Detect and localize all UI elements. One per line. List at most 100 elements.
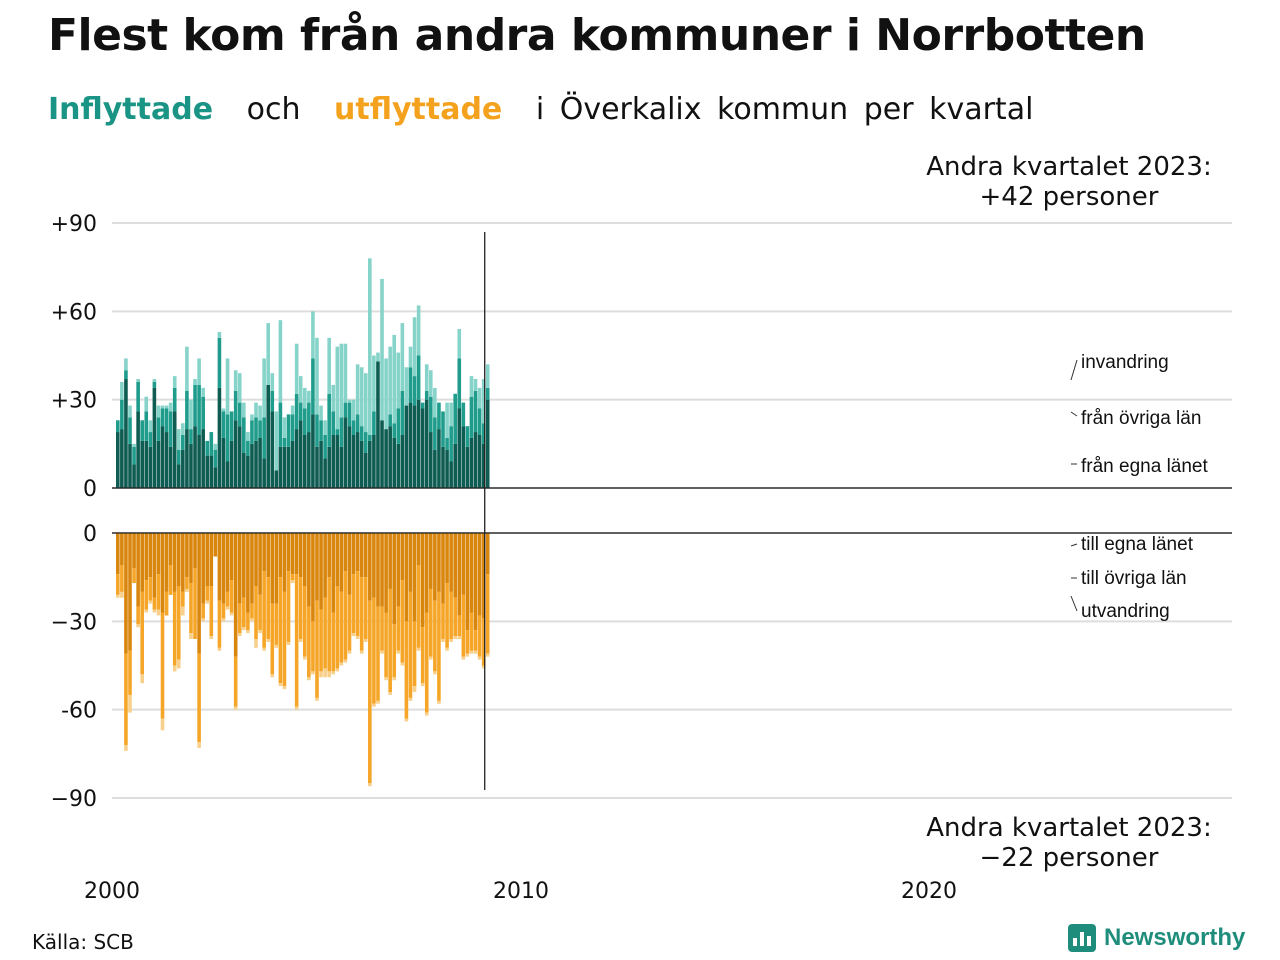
bar-utvandring: [380, 650, 384, 654]
bar-invandring: [400, 323, 405, 391]
bar-utvandring: [197, 742, 201, 748]
bar-utvandring: [266, 639, 271, 642]
bar-från-övriga-län: [205, 440, 210, 456]
bar-från-egna-länet: [380, 420, 384, 488]
bar-från-egna-länet: [420, 408, 425, 488]
bar-till-övriga-län: [347, 594, 352, 651]
bar-till-övriga-län: [307, 606, 311, 678]
bar-från-övriga-län: [176, 449, 181, 465]
bar-från-egna-länet: [229, 440, 234, 488]
bar-från-övriga-län: [116, 420, 120, 433]
bar-till-egna-länet: [453, 533, 457, 598]
bar-till-egna-länet: [315, 533, 319, 601]
bar-från-övriga-län: [172, 387, 177, 412]
bar-utvandring: [278, 683, 283, 687]
series-label: från övriga län: [1081, 408, 1201, 429]
bar-utvandring: [120, 591, 124, 598]
bar-från-övriga-län: [347, 402, 352, 427]
bar-till-övriga-län: [152, 597, 157, 610]
bar-till-egna-länet: [172, 533, 177, 592]
bar-till-övriga-län: [201, 603, 205, 619]
bar-till-övriga-län: [164, 591, 169, 616]
bar-till-övriga-län: [351, 574, 356, 634]
bar-från-övriga-län: [124, 370, 128, 380]
bar-invandring: [347, 399, 352, 403]
bar-från-övriga-län: [441, 411, 445, 447]
bar-utvandring: [372, 703, 376, 707]
bar-utvandring: [445, 647, 449, 651]
series-label: till övriga län: [1081, 568, 1187, 589]
y-tick-label-upper: +90: [51, 212, 97, 237]
bar-till-övriga-län: [302, 586, 307, 657]
bar-från-övriga-län: [148, 432, 153, 447]
bar-utvandring: [473, 650, 478, 654]
bar-invandring: [469, 376, 474, 397]
bar-till-övriga-län: [420, 627, 425, 684]
bar-utvandring: [396, 650, 401, 654]
bar-invandring: [181, 423, 185, 435]
bar-invandring: [388, 346, 392, 415]
bar-till-övriga-län: [408, 591, 413, 698]
bar-till-övriga-län: [282, 591, 287, 687]
bar-utvandring: [205, 600, 210, 604]
bar-invandring: [445, 402, 449, 438]
bar-från-övriga-län: [311, 358, 315, 415]
bar-till-övriga-län: [181, 591, 185, 607]
bar-från-övriga-län: [433, 417, 437, 450]
bar-utvandring: [225, 606, 230, 610]
bar-till-egna-länet: [392, 533, 397, 625]
bar-utvandring: [412, 686, 417, 692]
bar-till-egna-länet: [286, 533, 291, 572]
bar-till-egna-länet: [355, 533, 360, 572]
bar-från-egna-länet: [461, 426, 466, 488]
bar-från-egna-länet: [392, 437, 397, 488]
bar-till-egna-länet: [429, 533, 433, 589]
bar-till-övriga-län: [396, 606, 401, 651]
bar-utvandring: [441, 639, 445, 642]
bar-från-övriga-län: [465, 426, 470, 447]
subtitle-inflyttade: Inflyttade: [48, 92, 214, 127]
bar-från-övriga-län: [246, 440, 250, 456]
bar-från-egna-länet: [437, 429, 441, 488]
bar-från-egna-länet: [282, 446, 287, 488]
bar-till-egna-länet: [213, 533, 218, 557]
bar-till-egna-länet: [339, 533, 344, 592]
bar-invandring: [424, 364, 429, 391]
bar-till-egna-länet: [225, 533, 230, 592]
bar-från-egna-länet: [376, 361, 380, 488]
bar-från-övriga-län: [136, 382, 140, 412]
bar-från-egna-länet: [335, 435, 340, 488]
bar-till-övriga-län: [286, 571, 291, 642]
bar-invandring: [148, 420, 153, 433]
bar-från-övriga-län: [229, 411, 234, 441]
annotation-top: +42 personer: [980, 182, 1159, 212]
bar-till-egna-länet: [120, 533, 124, 566]
bar-till-övriga-län: [461, 594, 466, 657]
bar-från-egna-länet: [172, 411, 177, 488]
bar-från-övriga-län: [429, 396, 433, 433]
bar-från-övriga-län: [140, 420, 144, 441]
bar-från-egna-länet: [213, 467, 218, 488]
bar-från-egna-länet: [408, 402, 413, 488]
bar-från-egna-länet: [473, 432, 478, 488]
bar-till-övriga-län: [185, 577, 189, 589]
bar-från-övriga-län: [331, 411, 336, 435]
bar-till-egna-länet: [477, 533, 482, 616]
bar-från-egna-länet: [217, 387, 222, 488]
bar-till-övriga-län: [339, 591, 344, 663]
bar-från-egna-länet: [160, 426, 165, 488]
bar-till-egna-länet: [465, 533, 470, 631]
bar-till-övriga-län: [380, 606, 384, 651]
bar-till-egna-länet: [294, 533, 299, 575]
bar-från-övriga-län: [302, 408, 307, 435]
bar-från-egna-länet: [355, 432, 360, 488]
bar-till-övriga-län: [128, 650, 132, 695]
bar-till-egna-länet: [485, 533, 490, 575]
bar-från-egna-länet: [266, 384, 271, 488]
bar-invandring: [380, 278, 384, 421]
bar-till-egna-länet: [343, 533, 348, 572]
x-tick-label: 2020: [901, 879, 957, 904]
bar-till-övriga-län: [266, 577, 271, 639]
bar-till-egna-länet: [266, 533, 271, 578]
bar-invandring: [331, 384, 336, 412]
